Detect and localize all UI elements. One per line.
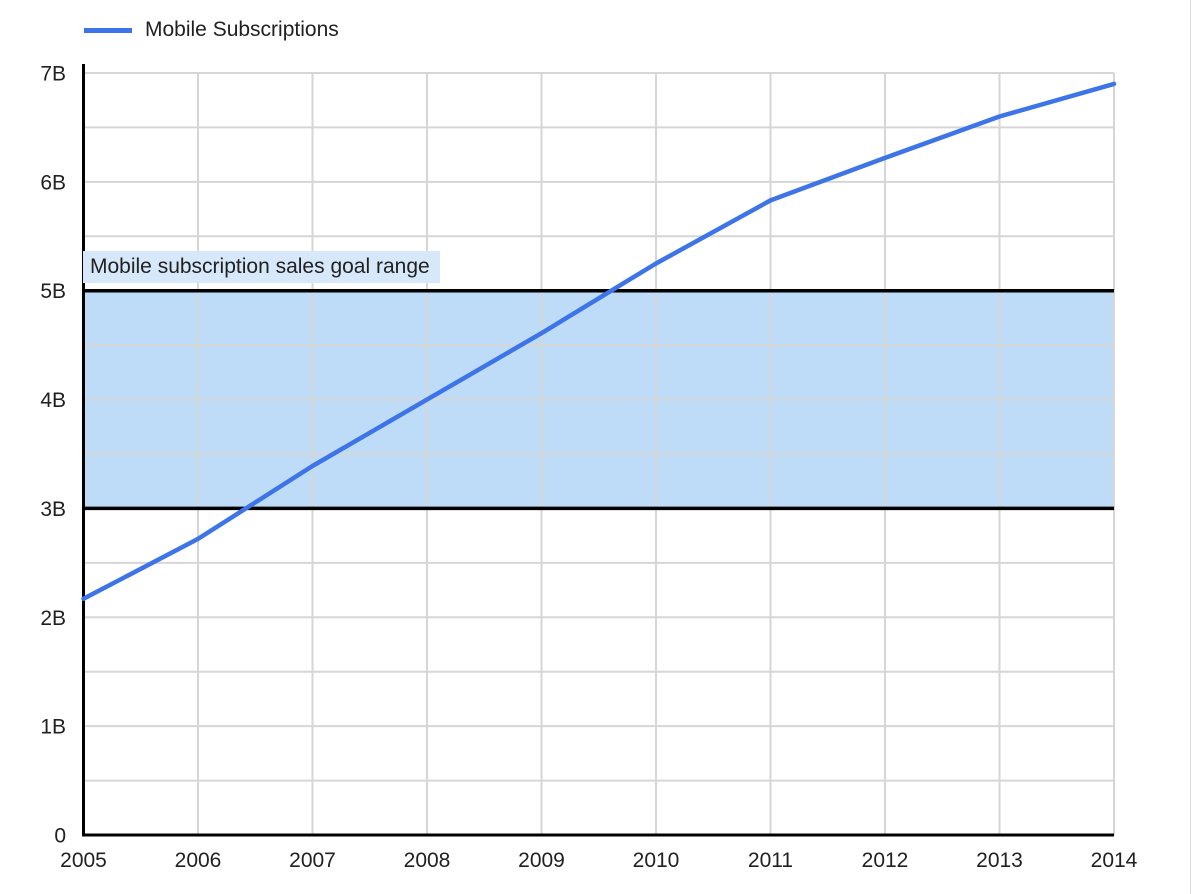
y-tick-label: 4B	[40, 389, 66, 412]
legend-line-swatch	[84, 27, 132, 33]
window-edge-border	[1190, 0, 1191, 894]
series-line-mobile-subscriptions[interactable]	[81, 81, 1117, 602]
x-tick-label: 2011	[748, 849, 793, 872]
x-tick-label: 2005	[60, 849, 107, 872]
y-tick-label: 3B	[40, 498, 66, 521]
x-tick-label: 2012	[862, 849, 909, 872]
y-tick-label: 0	[54, 825, 66, 848]
x-tick-label: 2014	[1091, 849, 1138, 872]
y-tick-label: 5B	[40, 280, 66, 303]
legend-item-mobile-subscriptions[interactable]: Mobile Subscriptions	[84, 18, 339, 42]
x-tick-label: 2010	[633, 849, 680, 872]
goal-range-annotation: Mobile subscription sales goal range	[83, 251, 440, 283]
y-tick-label: 7B	[40, 63, 66, 86]
x-tick-label: 2006	[175, 849, 222, 872]
legend-item-label: Mobile Subscriptions	[145, 18, 339, 41]
y-tick-label: 1B	[40, 716, 66, 739]
y-tick-label: 6B	[40, 171, 66, 194]
plot-area: 0 1B 2B 3B 4B 5B 6B 7B 2005 2006 2007 2008 2009 2010 2…	[40, 63, 1137, 873]
x-tick-label: 2007	[289, 849, 336, 872]
x-tick-label: 2008	[404, 849, 451, 872]
x-tick-label: 2013	[976, 849, 1023, 872]
legend: Mobile Subscriptions	[84, 18, 339, 42]
x-tick-label: 2009	[518, 849, 565, 872]
y-tick-label: 2B	[40, 607, 66, 630]
